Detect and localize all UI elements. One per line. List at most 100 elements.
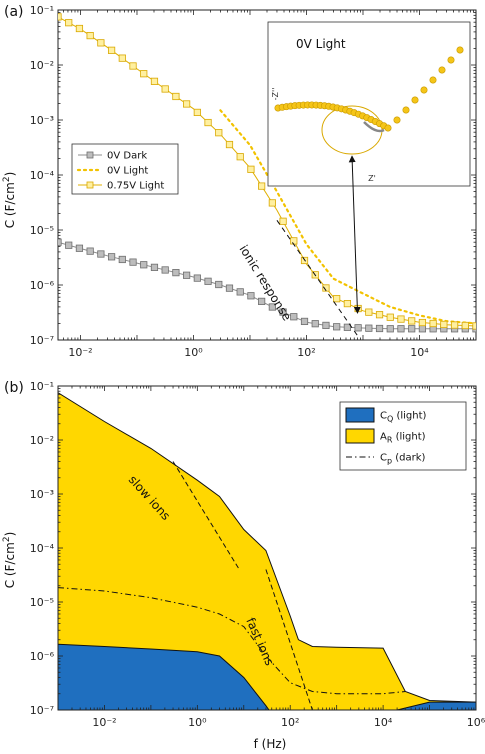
legend-marker-2 (86, 181, 94, 189)
series-2-point (343, 299, 351, 308)
series-0-point (290, 313, 298, 321)
series-0-point (172, 269, 180, 277)
panel-b-xlabel: f (Hz) (254, 737, 287, 751)
panel-b-ytick-label: 10⁻² (30, 434, 54, 447)
series-0-point (322, 321, 330, 330)
series-2-point (118, 54, 126, 62)
series-2-point (450, 321, 459, 329)
series-2-point (97, 39, 105, 47)
series-0-point (343, 323, 351, 331)
series-2-point (354, 304, 362, 313)
inset-point (456, 46, 464, 54)
series-2-point (150, 77, 159, 85)
series-2-point (183, 100, 191, 108)
series-2-point (268, 199, 276, 207)
panel-b-ytick-label: 10⁻⁷ (30, 704, 54, 717)
panel-b-series-group (58, 392, 476, 710)
series-0-point (258, 297, 266, 305)
legend-label-1: 0V Light (107, 166, 148, 177)
panel-a-ytick-label: 10⁻⁶ (30, 279, 55, 292)
series-0-point (86, 247, 94, 255)
panel-a-series-group (58, 13, 476, 336)
legend-label-1: AR (light) (380, 432, 426, 445)
series-0-point (140, 261, 148, 269)
panel-b-xtick-label: 10⁰ (188, 716, 207, 729)
panel-a-ytick-label: 10⁻³ (30, 114, 54, 127)
panel-a-ylabel: C (F/cm2) (2, 172, 17, 229)
series-0-point (247, 292, 255, 300)
series-0-point (65, 241, 73, 249)
series-2-point (58, 13, 62, 21)
inset-point (429, 76, 437, 84)
annotation-line-0 (172, 461, 240, 570)
series-0-point (150, 263, 159, 271)
panel-a-xtick-label: 10⁻² (68, 346, 92, 359)
panel-b-label: (b) (4, 380, 24, 396)
panel-b-xtick-label: 10⁶ (467, 716, 485, 729)
series-2-point (86, 32, 94, 40)
series-0-point (418, 325, 427, 333)
inset-point (411, 96, 419, 104)
panel-b-ytick-label: 10⁻⁵ (30, 596, 54, 609)
series-2-point (215, 129, 223, 137)
legend-label-2: Cp (dark) (380, 453, 426, 466)
series-0-point (215, 280, 223, 289)
series-2-point (397, 315, 405, 323)
inset-arrow (348, 155, 361, 314)
series-0-point (183, 271, 191, 279)
series-2-point (429, 319, 437, 328)
series-0-point (193, 274, 201, 282)
panel-a-plot: 10⁻² 10⁰ 10² 10⁴ 10⁻⁷ 10⁻⁶ 10⁻⁵ 10⁻⁴ 10⁻³ 10⁻² 10⁻… (30, 4, 477, 359)
series-0-point (129, 258, 137, 266)
series-2-point (247, 165, 255, 173)
series-0-point (236, 288, 244, 296)
series-0-point (204, 277, 212, 285)
series-2-point (440, 320, 448, 329)
panel-a-legend: 0V Dark 0V Light 0.75V Light (71, 143, 179, 195)
panel-a-inset: 0V Light Z' -Z'' (267, 21, 471, 187)
legend-swatch-0 (345, 407, 375, 423)
panel-a-xtick-label: 10² (297, 346, 315, 359)
panel-b-ytick-label: 10⁻⁶ (30, 650, 55, 663)
panel-a-ytick-label: 10⁻² (30, 59, 54, 72)
series-0-point (118, 255, 126, 264)
series-0-point (408, 325, 416, 333)
series-2-point (375, 311, 384, 319)
legend-marker-0 (86, 151, 94, 159)
series-2-point (161, 85, 169, 93)
series-2-point (204, 118, 212, 127)
annotation-line-1 (265, 569, 313, 710)
series-2-point (107, 46, 116, 54)
panel-b-xtick-label: 10⁴ (374, 716, 393, 729)
series-2-point (386, 313, 394, 321)
panel-a-ytick-label: 10⁻⁷ (30, 334, 54, 347)
panel-b-ytick-label: 10⁻⁴ (30, 542, 55, 555)
panel-b-xtick-label: 10² (281, 716, 299, 729)
series-2-point (279, 217, 287, 225)
series-2-point (75, 24, 84, 33)
panel-a-ytick-label: 10⁻⁴ (30, 169, 55, 182)
series-0-point (75, 244, 84, 252)
series-2-point (140, 70, 148, 78)
series-0-point (333, 323, 341, 331)
legend-label-0: CQ (light) (380, 411, 427, 424)
panel-b-ytick-label: 10⁻¹ (30, 380, 54, 393)
panel-a-label: (a) (4, 4, 24, 20)
series-0-point (58, 238, 62, 246)
series-2-point (193, 108, 201, 117)
panel-a-xtick-label: 10⁴ (410, 346, 429, 359)
inset-point (447, 56, 455, 64)
series-0-point (386, 325, 394, 333)
series-0-point (161, 266, 169, 274)
inset-dark-curve (363, 121, 385, 133)
series-0-point (354, 324, 362, 332)
legend-swatch-1 (345, 428, 375, 444)
series-2-point (461, 321, 469, 330)
area-CQ (58, 643, 476, 710)
panel-a-ytick-label: 10⁻⁵ (30, 224, 54, 237)
series-2-point (236, 153, 244, 161)
series-0-point (397, 325, 405, 333)
ionic-response-label: ionic response (236, 242, 294, 323)
series-2-point (365, 308, 373, 316)
